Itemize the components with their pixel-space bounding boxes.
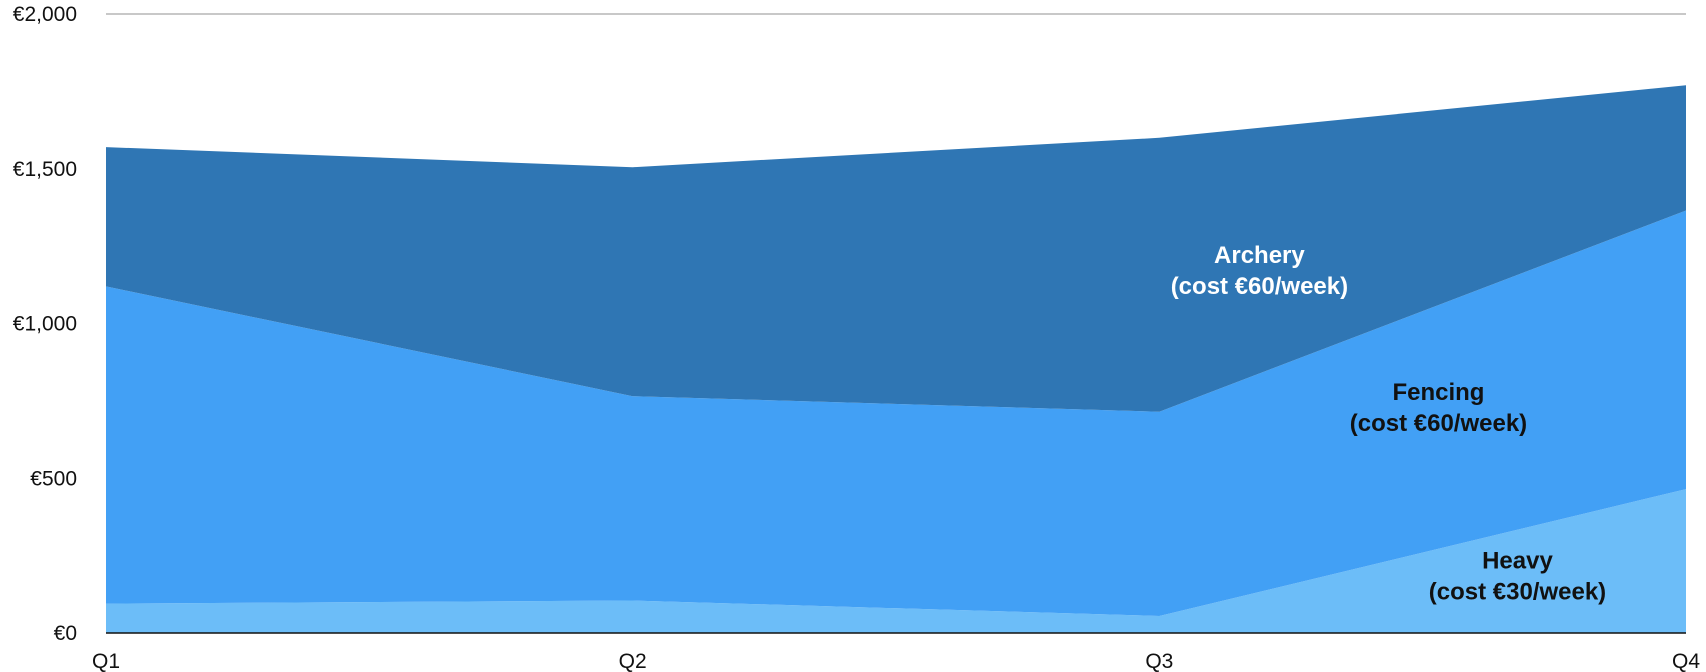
y-tick-label: €2,000 <box>13 3 77 26</box>
area-fencing <box>106 210 1686 616</box>
series-label-line: (cost €60/week) <box>1350 410 1527 437</box>
series-label-fencing: Fencing (cost €60/week) <box>1350 379 1527 437</box>
area-archery <box>106 85 1686 412</box>
series-label-line: Fencing <box>1392 379 1484 406</box>
axis-layer: €0 €500 €1,000 €1,500 €2,000 Q1 Q2 Q3 Q4 <box>13 3 1701 672</box>
y-tick-label: €0 <box>54 622 77 645</box>
area-heavy <box>106 489 1686 633</box>
series-label-line: Heavy <box>1482 548 1553 575</box>
x-tick-label: Q2 <box>619 650 647 672</box>
series-label-layer: Heavy (cost €30/week) Fencing (cost €60/wee… <box>1171 242 1606 606</box>
area-layer <box>106 85 1686 633</box>
x-tick-label: Q1 <box>92 650 120 672</box>
series-label-line: (cost €30/week) <box>1429 579 1606 606</box>
series-label-line: Archery <box>1214 242 1305 269</box>
series-label-heavy: Heavy (cost €30/week) <box>1429 548 1606 606</box>
y-tick-label: €500 <box>30 467 77 490</box>
series-label-line: (cost €60/week) <box>1171 273 1348 300</box>
series-label-archery: Archery (cost €60/week) <box>1171 242 1348 300</box>
x-tick-label: Q3 <box>1145 650 1173 672</box>
y-tick-label: €1,000 <box>13 313 77 336</box>
y-tick-label: €1,500 <box>13 158 77 181</box>
x-tick-label: Q4 <box>1672 650 1700 672</box>
